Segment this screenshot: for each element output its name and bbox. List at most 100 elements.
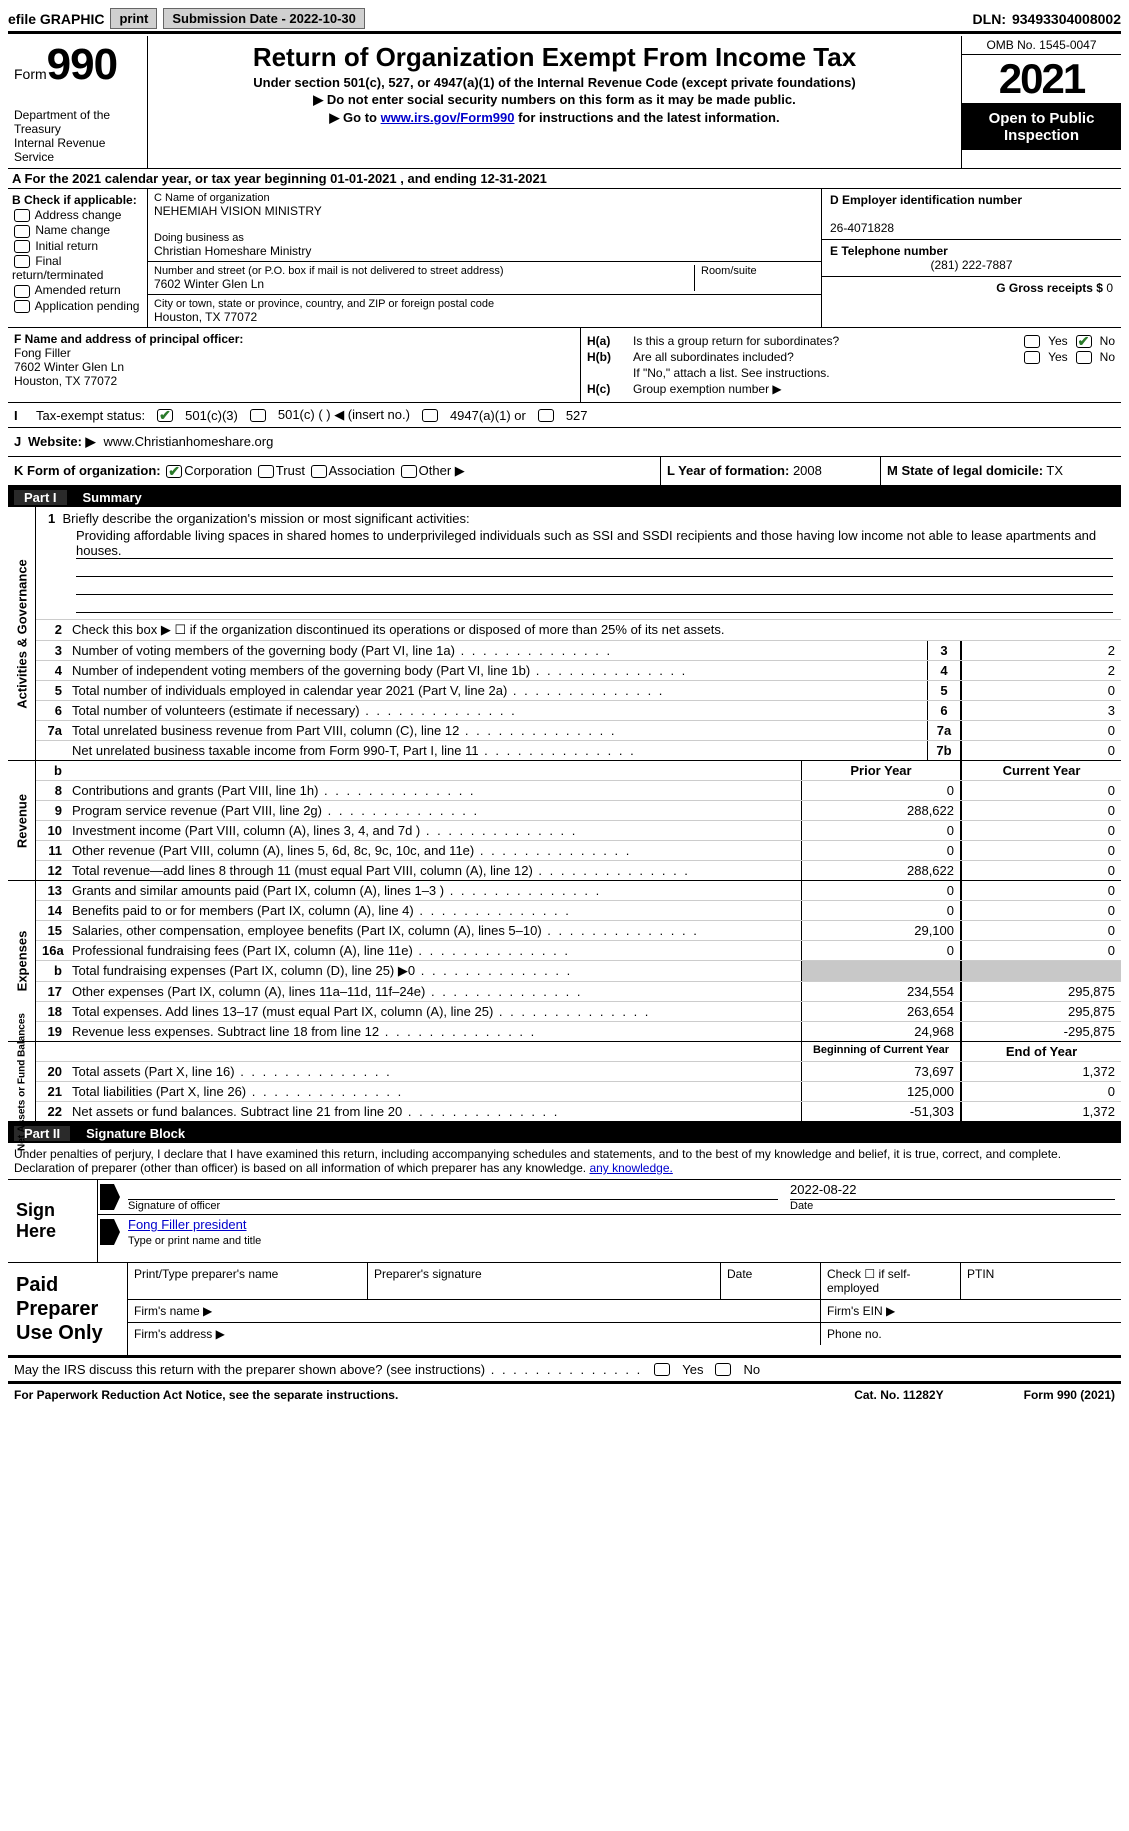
prior-value: 29,100 (801, 921, 961, 940)
checkbox-icon[interactable] (538, 409, 554, 422)
cat-no: Cat. No. 11282Y (854, 1388, 943, 1402)
checkbox-icon[interactable] (258, 465, 274, 478)
any-knowledge-link[interactable]: any knowledge. (589, 1161, 672, 1175)
line-text: Grants and similar amounts paid (Part IX… (68, 881, 801, 900)
street-label: Number and street (or P.O. box if mail i… (154, 265, 688, 277)
checkbox-icon[interactable] (654, 1363, 670, 1376)
page-footer: For Paperwork Reduction Act Notice, see … (8, 1384, 1121, 1406)
header-left: Form990 Department of the Treasury Inter… (8, 36, 148, 168)
line-value: 2 (961, 661, 1121, 680)
current-value: 0 (961, 1082, 1121, 1101)
row-j: J Website: ▶ www.Christianhomeshare.org (8, 428, 1121, 457)
irs-link[interactable]: www.irs.gov/Form990 (381, 110, 515, 125)
table-row: b Total fundraising expenses (Part IX, c… (36, 960, 1121, 981)
line-text: Total number of volunteers (estimate if … (68, 701, 927, 720)
current-value: 295,875 (961, 982, 1121, 1001)
prior-value: 288,622 (801, 801, 961, 820)
ein: 26-4071828 (830, 221, 1113, 235)
sig-officer-label: Signature of officer (128, 1200, 778, 1212)
checkbox-icon[interactable] (250, 409, 266, 422)
prep-name: Print/Type preparer's name (128, 1263, 368, 1299)
chk-app-pending[interactable]: Application pending (12, 299, 143, 313)
chk-address-change[interactable]: Address change (12, 208, 143, 222)
vtab-gov: Activities & Governance (8, 507, 36, 760)
checkbox-icon[interactable] (715, 1363, 731, 1376)
line-value: 0 (961, 721, 1121, 740)
current-value: 1,372 (961, 1062, 1121, 1081)
table-row: 13 Grants and similar amounts paid (Part… (36, 881, 1121, 900)
prior-value: 234,554 (801, 982, 961, 1001)
line-value: 2 (961, 641, 1121, 660)
vtab-net: Net Assets or Fund Balances (8, 1042, 36, 1121)
line-text: Professional fundraising fees (Part IX, … (68, 941, 801, 960)
officer-name-link[interactable]: Fong Filler president (128, 1217, 247, 1232)
checkbox-icon (14, 240, 30, 253)
table-row: 8 Contributions and grants (Part VIII, l… (36, 780, 1121, 800)
prior-value: 0 (801, 901, 961, 920)
street: 7602 Winter Glen Ln (154, 277, 688, 291)
pra-notice: For Paperwork Reduction Act Notice, see … (14, 1388, 854, 1402)
gross-label: G Gross receipts $ (996, 281, 1103, 295)
subtitle-2: Do not enter social security numbers on … (154, 92, 955, 108)
submission-date-button[interactable]: Submission Date - 2022-10-30 (163, 8, 365, 29)
table-row: Net unrelated business taxable income fr… (36, 740, 1121, 760)
line-box: 6 (927, 701, 961, 720)
city-label: City or town, state or province, country… (154, 298, 815, 310)
table-row: 3 Number of voting members of the govern… (36, 640, 1121, 660)
checkbox-icon[interactable] (1024, 335, 1040, 348)
firm-ein: Firm's EIN ▶ (821, 1300, 1121, 1322)
row-klm: K Form of organization: Corporation Trus… (8, 457, 1121, 488)
chk-final-return[interactable]: Final return/terminated (12, 254, 143, 282)
table-row: 17 Other expenses (Part IX, column (A), … (36, 981, 1121, 1001)
checkbox-icon[interactable] (1076, 335, 1092, 348)
checkbox-icon[interactable] (1076, 351, 1092, 364)
officer-addr2: Houston, TX 77072 (14, 374, 574, 388)
may-irs-text: May the IRS discuss this return with the… (14, 1362, 642, 1377)
chk-initial-return[interactable]: Initial return (12, 239, 143, 253)
mission-label: Briefly describe the organization's miss… (62, 511, 469, 526)
chk-amended[interactable]: Amended return (12, 283, 143, 297)
rev-body: b Prior Year Current Year 8 Contribution… (36, 761, 1121, 880)
prep-row-3: Firm's address ▶ Phone no. (128, 1323, 1121, 1345)
mission-block: 1 Briefly describe the organization's mi… (36, 507, 1121, 619)
may-irs-row: May the IRS discuss this return with the… (8, 1358, 1121, 1384)
form-title: Return of Organization Exempt From Incom… (154, 42, 955, 73)
org-name-cell: C Name of organization NEHEMIAH VISION M… (148, 189, 821, 262)
box-d: D Employer identification number 26-4071… (821, 189, 1121, 327)
chk-name-change[interactable]: Name change (12, 223, 143, 237)
current-value: 0 (961, 901, 1121, 920)
line-value: 3 (961, 701, 1121, 720)
form-header: Form990 Department of the Treasury Inter… (8, 36, 1121, 169)
officer-name: Fong Filler (14, 346, 574, 360)
checkbox-icon[interactable] (422, 409, 438, 422)
checkbox-icon[interactable] (166, 465, 182, 478)
print-button[interactable]: print (110, 8, 157, 29)
line-text: Net assets or fund balances. Subtract li… (68, 1102, 801, 1121)
table-row: 4 Number of independent voting members o… (36, 660, 1121, 680)
gross-cell: G Gross receipts $ 0 (822, 277, 1121, 299)
box-b: B Check if applicable: Address change Na… (8, 189, 148, 327)
current-value: 0 (961, 921, 1121, 940)
line-text: Revenue less expenses. Subtract line 18 … (68, 1022, 801, 1041)
box-h: H(a) Is this a group return for subordin… (581, 328, 1121, 402)
checkbox-icon[interactable] (1024, 351, 1040, 364)
hb-note: If "No," attach a list. See instructions… (633, 366, 1115, 380)
checkbox-icon[interactable] (157, 409, 173, 422)
end-year-hdr: End of Year (961, 1042, 1121, 1061)
h-a: H(a) Is this a group return for subordin… (587, 334, 1115, 348)
l-label: L Year of formation: (667, 463, 789, 478)
tax-year: 2021 (962, 55, 1121, 104)
checkbox-icon[interactable] (311, 465, 327, 478)
form-word: Form (14, 66, 47, 82)
sign-here-row: Sign Here Signature of officer 2022-08-2… (8, 1180, 1121, 1263)
firm-addr: Firm's address ▶ (128, 1323, 821, 1345)
checkbox-icon[interactable] (401, 465, 417, 478)
h-b-note: If "No," attach a list. See instructions… (587, 366, 1115, 380)
prep-selfemp: Check ☐ if self-employed (821, 1263, 961, 1299)
net-col-headers: Beginning of Current Year End of Year (36, 1042, 1121, 1061)
box-l: L Year of formation: 2008 (661, 457, 881, 485)
tel-label: E Telephone number (830, 244, 1113, 258)
firm-phone: Phone no. (821, 1323, 1121, 1345)
dln-value: 93493304008002 (1012, 11, 1121, 27)
current-value: 0 (961, 941, 1121, 960)
